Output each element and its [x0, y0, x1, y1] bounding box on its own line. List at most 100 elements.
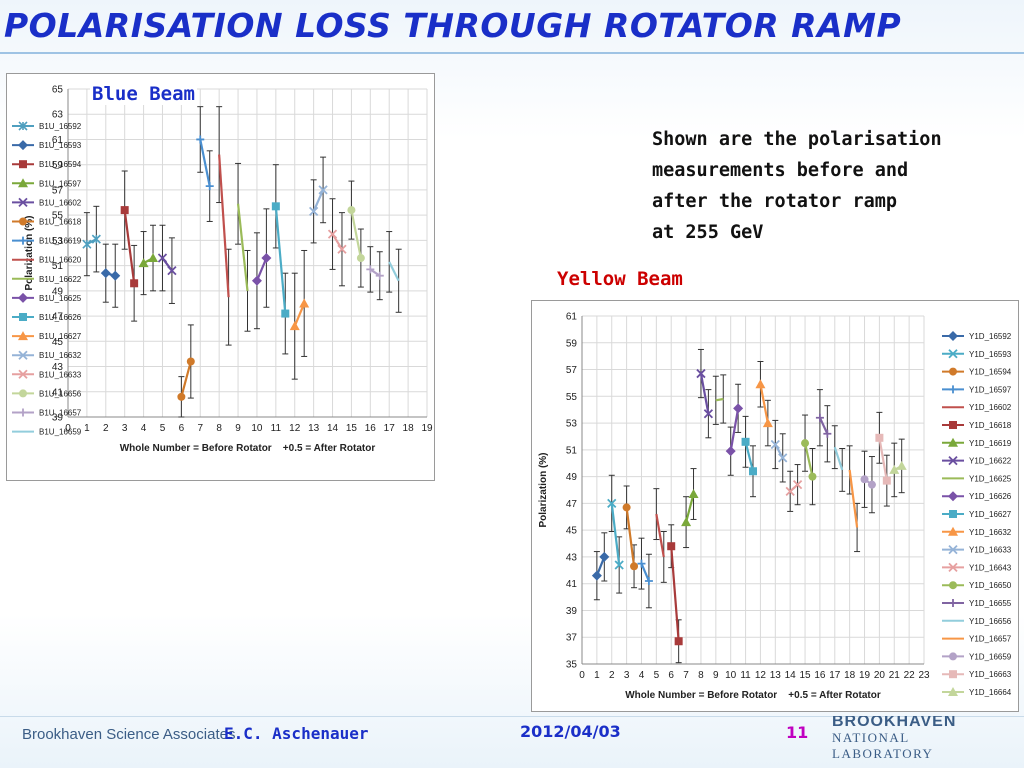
series-line [818, 417, 829, 435]
data-point [614, 560, 624, 570]
series-B1U_16594 [120, 170, 139, 322]
data-point [366, 265, 375, 274]
legend-item: Y1D_16602 [942, 403, 1012, 412]
data-point [815, 413, 824, 422]
y-tick-label: 61 [566, 312, 578, 323]
y-tick-label: 35 [566, 660, 578, 671]
x-tick-label: 9 [713, 670, 719, 681]
y-tick-label: 45 [566, 526, 578, 537]
data-point [889, 464, 900, 474]
series-Y1D_16618 [667, 524, 683, 664]
y-tick-label: 51 [566, 445, 578, 456]
explanation-note: Shown are the polarisation measurements … [652, 124, 1012, 248]
legend-swatch-marker [18, 331, 28, 341]
legend-swatch-marker [948, 349, 958, 359]
data-point [741, 437, 750, 446]
legend-label: Y1D_16593 [969, 350, 1012, 359]
legend-item: B1U_16632 [12, 350, 82, 360]
legend-swatch-marker [948, 455, 958, 466]
data-point [733, 403, 744, 414]
legend-item: B1U_16602 [12, 197, 82, 207]
x-tick-label: 14 [785, 670, 797, 681]
yellow-beam-caption: Yellow Beam [557, 268, 683, 290]
data-point [261, 253, 272, 264]
data-point [688, 489, 699, 499]
legend-label: B1U_16620 [39, 256, 82, 265]
legend-label: B1U_16657 [39, 409, 82, 418]
series-Y1D_16643 [785, 464, 803, 512]
slide-title: Polarisation loss through Rotator Ramp [4, 6, 902, 45]
series-line [744, 441, 755, 472]
data-point [205, 182, 214, 191]
series-line [729, 408, 740, 452]
legend-item: B1U_16593 [12, 140, 82, 151]
legend-item: B1U_16620 [12, 256, 82, 265]
x-tick-label: 20 [874, 670, 886, 681]
legend-label: B1U_16627 [39, 332, 82, 341]
series-group [82, 106, 402, 418]
series-B1U_16627 [289, 249, 310, 380]
series-B1U_16632 [308, 156, 328, 244]
series-line [759, 384, 769, 424]
legend-item: B1U_16633 [12, 369, 82, 379]
data-point [591, 570, 602, 581]
legend-swatch-marker [948, 437, 958, 447]
data-point [110, 270, 121, 281]
bnl-logo: BROOKHAVEN NATIONAL LABORATORY [832, 716, 1012, 761]
legend-label: B1U_16594 [39, 160, 82, 169]
series-group [591, 348, 907, 664]
legend-swatch-marker [18, 140, 28, 151]
legend-swatch-marker [18, 369, 28, 379]
series-line [655, 513, 665, 558]
legend-label: Y1D_16618 [969, 421, 1012, 430]
legend-label: Y1D_16659 [969, 652, 1012, 661]
tick-labels: 0 1 2 3 4 5 6 7 8 9 10 11 12 13 14 15 16 17 18 19 20 21 22 2335… [566, 312, 930, 682]
data-point [674, 637, 683, 646]
series-line [236, 203, 249, 291]
legend-item: Y1D_16659 [942, 652, 1012, 661]
data-point [337, 244, 347, 254]
series-B1U_16626 [271, 164, 290, 355]
legend-label: B1U_16602 [39, 198, 82, 207]
data-point [703, 409, 714, 419]
x-tick-label: 6 [668, 670, 674, 681]
series-Y1D_16593 [607, 474, 624, 594]
y-tick-label: 57 [52, 185, 64, 196]
legend-item: Y1D_16663 [942, 670, 1012, 679]
legend-item: Y1D_16655 [942, 599, 1012, 608]
x-tick-label: 4 [639, 670, 645, 681]
legend-label: Y1D_16626 [969, 492, 1012, 501]
legend-item: B1U_16619 [12, 236, 82, 246]
data-point [808, 472, 817, 481]
legend-swatch-marker [949, 581, 957, 590]
legend-swatch-marker [19, 313, 27, 321]
legend-item: Y1D_16625 [942, 474, 1012, 483]
legend-item: Y1D_16592 [942, 331, 1012, 341]
data-point [630, 562, 639, 571]
series-line [369, 268, 381, 277]
series-B1U_16659 [386, 231, 402, 313]
y-tick-label: 59 [52, 160, 64, 171]
footer-date: 2012/04/03 [520, 722, 621, 741]
legend-label: B1U_16659 [39, 428, 82, 437]
series-Y1D_16622 [696, 348, 714, 439]
legend-item: Y1D_16627 [942, 510, 1012, 519]
series-B1U_16625 [251, 208, 272, 330]
x-tick-label: 4 [141, 423, 147, 434]
series-Y1D_16650 [801, 414, 817, 506]
x-tick-label: 16 [814, 670, 826, 681]
series-B1U_16620 [216, 106, 232, 346]
legend-item: Y1D_16632 [942, 526, 1012, 537]
x-tick-label: 23 [918, 670, 930, 681]
yellow-beam-chart-svg: 0 1 2 3 4 5 6 7 8 9 10 11 12 13 14 15 16 17 18 19 20 21 22 2335… [538, 312, 1012, 702]
data-point [882, 476, 891, 485]
data-point [289, 321, 300, 331]
series-line [274, 206, 287, 314]
x-tick-label: 21 [889, 670, 901, 681]
y-tick-label: 49 [52, 286, 64, 297]
data-point [801, 439, 810, 448]
data-point [599, 551, 610, 562]
data-point [299, 298, 310, 308]
x-tick-label: 16 [365, 423, 377, 434]
logo-top-text: BROOKHAVEN [832, 716, 957, 728]
